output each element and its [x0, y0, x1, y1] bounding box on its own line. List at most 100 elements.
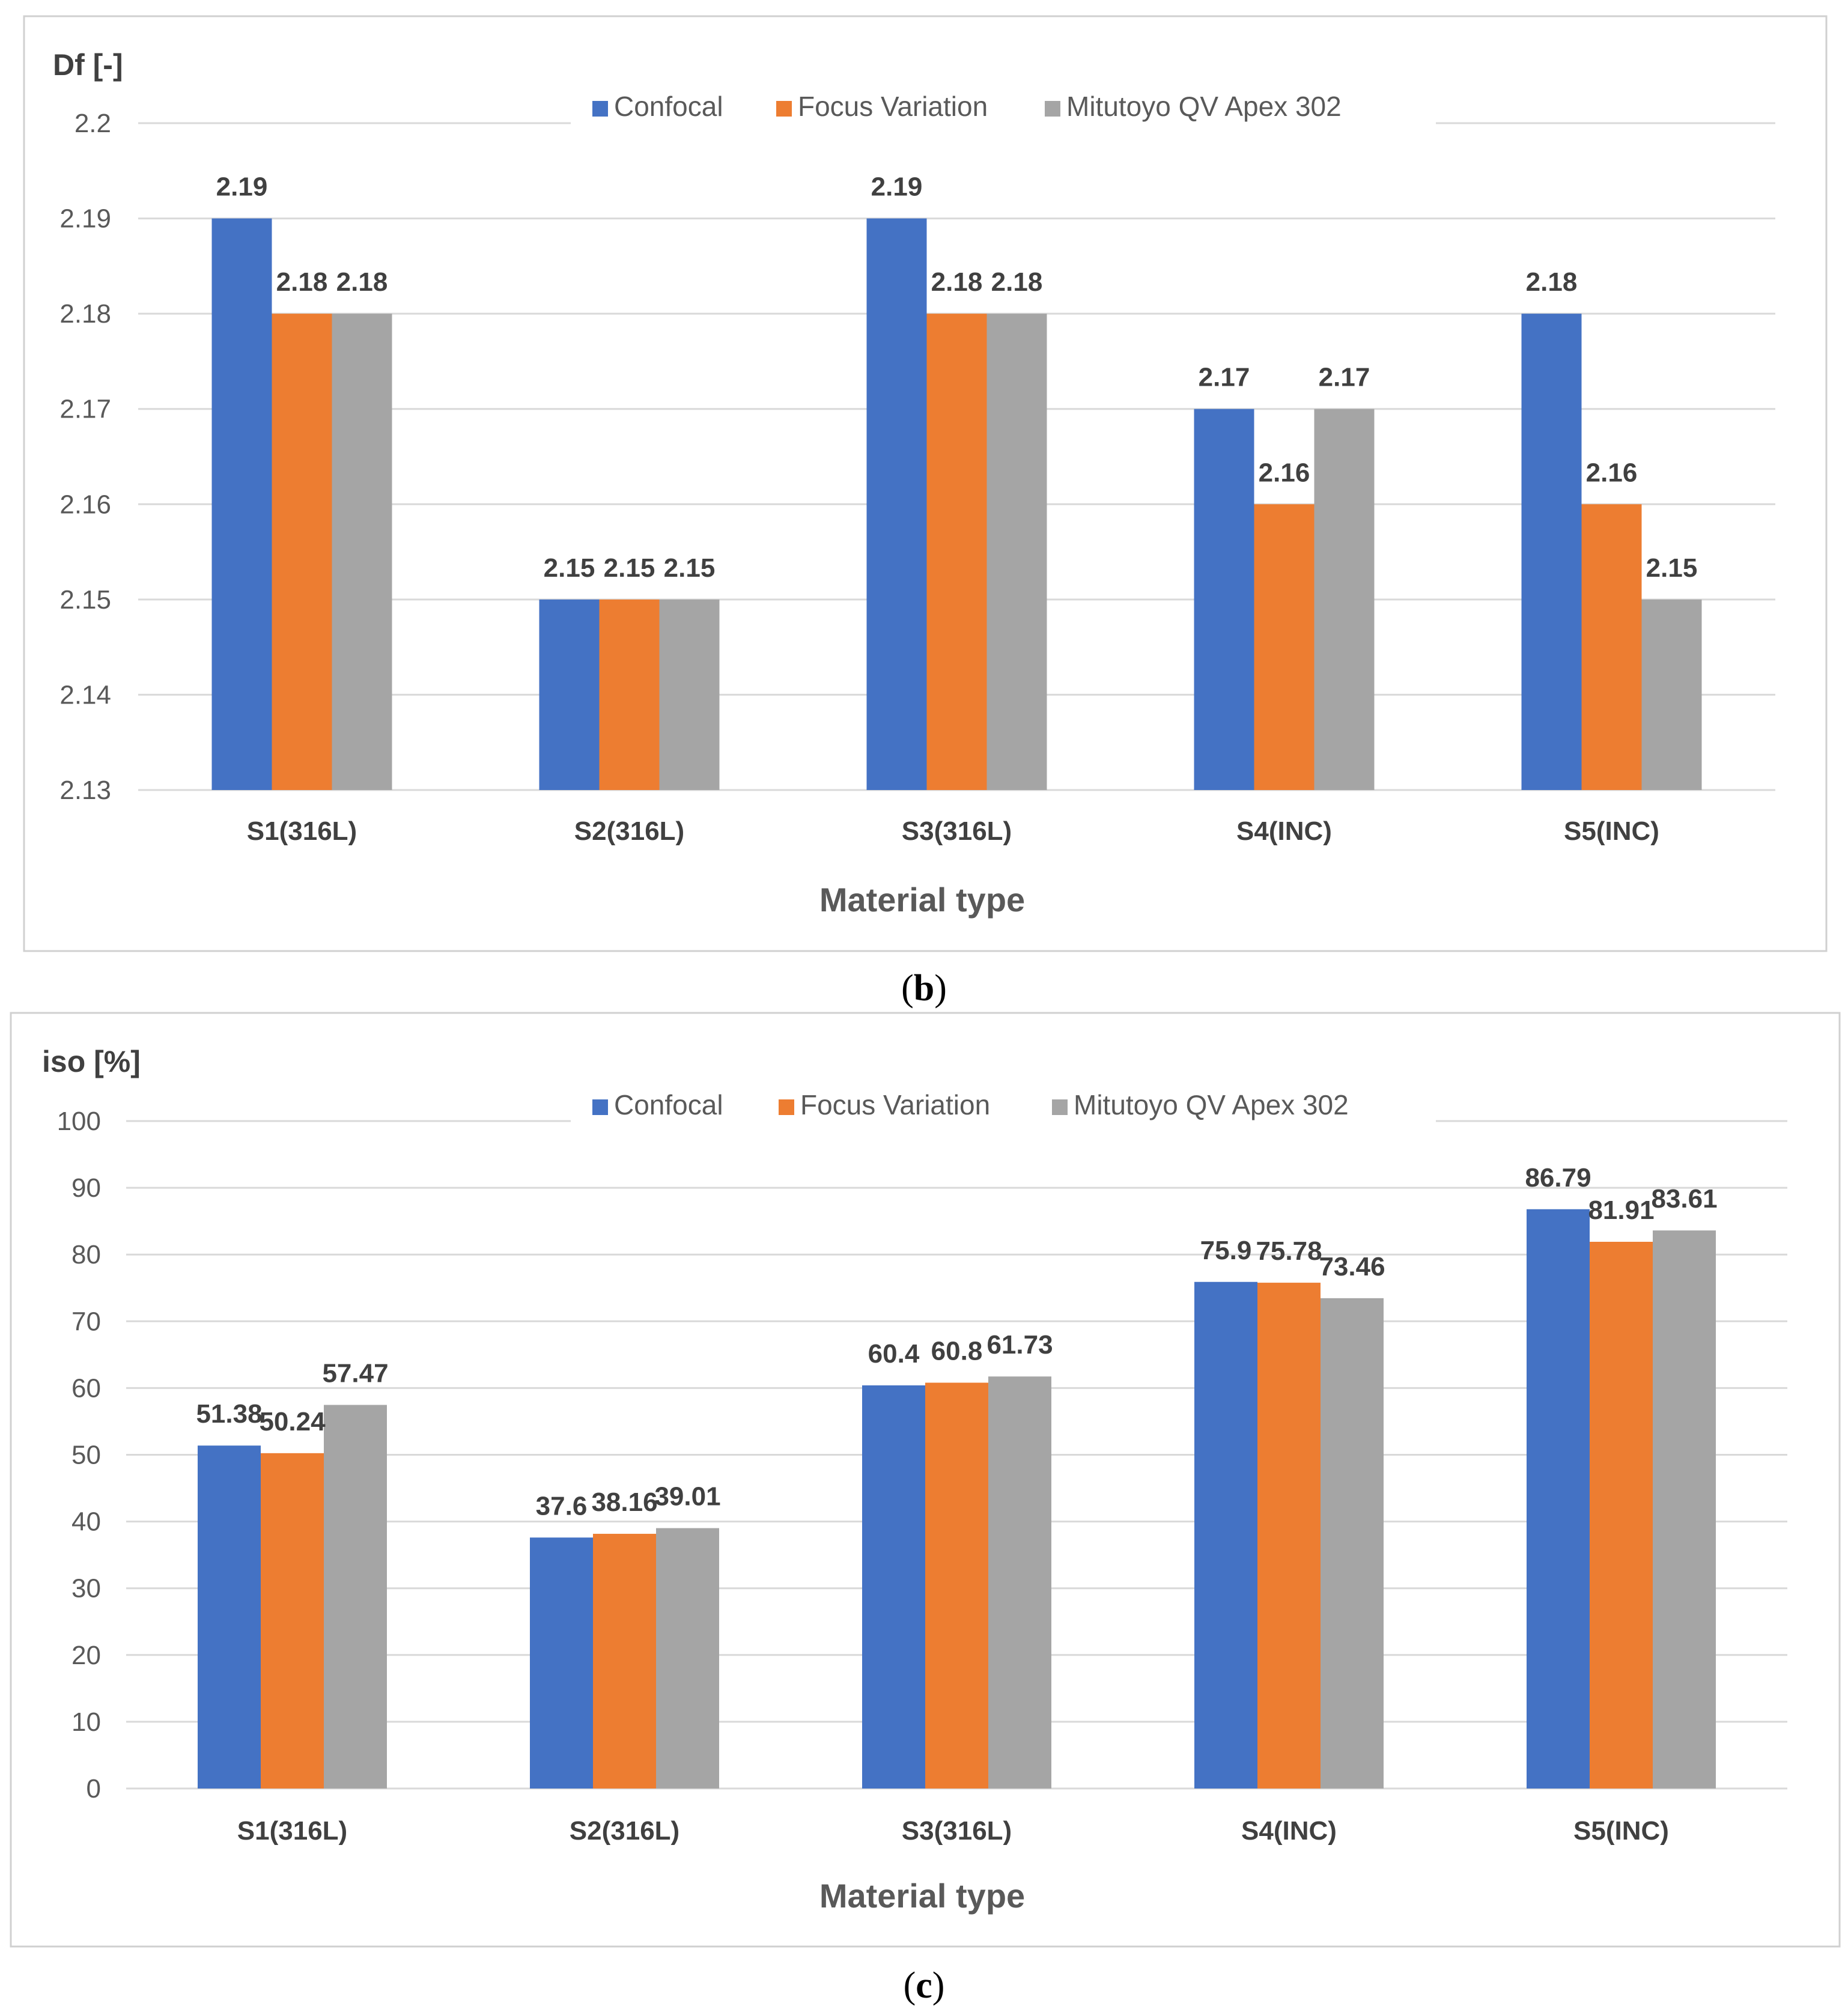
panel-b-bar	[332, 314, 392, 790]
panel-c-legend-label: Focus Variation	[800, 1089, 990, 1120]
panel-c-data-label: 86.79	[1525, 1163, 1591, 1193]
panel-c-legend-label: Mitutoyo QV Apex 302	[1074, 1089, 1349, 1120]
panel-b-legend-swatch	[776, 101, 792, 117]
panel-c-data-label: 75.9	[1200, 1236, 1252, 1265]
panel-b-x-tick-label: S1(316L)	[247, 816, 357, 846]
panel-b-data-label: 2.17	[1199, 363, 1250, 392]
panel-b-x-axis-label: Material type	[819, 881, 1025, 919]
panel-b-y-tick-label: 2.16	[59, 490, 111, 519]
panel-c-x-tick-label: S1(316L)	[237, 1816, 347, 1846]
panel-c-data-label: 73.46	[1319, 1252, 1385, 1281]
panel-b-legend: Confocal Focus Variation Mitutoyo QV Apex …	[571, 91, 1436, 147]
panel-c-data-label: 61.73	[986, 1330, 1053, 1360]
panel-b-data-label: 2.15	[1646, 553, 1698, 583]
panel-c-data-label: 83.61	[1651, 1184, 1717, 1214]
panel-b-bar	[1314, 409, 1375, 790]
panel-b-legend-swatch	[592, 101, 608, 117]
panel-c-y-tick-label: 40	[71, 1507, 101, 1537]
panel-b-bar	[1194, 409, 1254, 790]
panel-c-y-tick-label: 80	[71, 1240, 101, 1269]
panel-c-bar	[324, 1405, 387, 1789]
panel-b: 2.13 2.14 2.15 2.16 2.17 2.18 2.19 2.2 2.19 2.18…	[23, 15, 1828, 952]
panel-b-legend-label: Focus Variation	[798, 91, 988, 122]
panel-c-bar	[1194, 1281, 1257, 1789]
panel-c-data-label: 38.16	[591, 1488, 657, 1517]
panel-c-legend-background	[571, 1097, 1436, 1145]
panel-c-x-tick-label: S3(316L)	[902, 1816, 1012, 1846]
panel-c-y-tick-label: 70	[71, 1307, 101, 1336]
panel-b-data-label: 2.18	[336, 267, 388, 297]
panel-b-y-tick-label: 2.15	[59, 585, 111, 615]
panel-b-bar	[1254, 504, 1315, 790]
panel-c-bar	[593, 1534, 656, 1789]
panel-c-legend-swatch	[592, 1099, 608, 1115]
panel-b-bars	[211, 218, 1702, 791]
panel-b-legend-background	[571, 99, 1436, 147]
panel-c-data-label: 60.4	[868, 1339, 920, 1369]
panel-b-caption-letter: b	[914, 968, 934, 1009]
panel-b-y-tick-label: 2.18	[59, 299, 111, 329]
panel-c-data-label: 60.8	[931, 1337, 983, 1366]
panel-c-bar	[530, 1537, 593, 1789]
panel-c-bar	[1653, 1230, 1716, 1789]
panel-b-x-ticks: S1(316L) S2(316L) S3(316L) S4(INC) S5(INC)	[247, 816, 1659, 846]
panel-b-legend-label: Confocal	[614, 91, 723, 122]
panel-c-data-label: 39.01	[654, 1482, 720, 1512]
panel-b-bar	[986, 314, 1047, 790]
panel-b-bar	[599, 599, 660, 790]
panel-b-bar	[659, 599, 720, 790]
panel-c-y-tick-label: 0	[87, 1774, 101, 1804]
panel-b-data-label: 2.18	[276, 267, 328, 297]
panel-b-data-label: 2.15	[544, 553, 595, 583]
panel-b-data-label: 2.18	[1526, 267, 1578, 297]
panel-c-caption: (c)	[904, 1965, 945, 2006]
panel-c-bar	[988, 1376, 1051, 1789]
panel-c-data-label: 75.78	[1256, 1236, 1322, 1266]
panel-b-legend-swatch	[1045, 101, 1060, 117]
panel-c-data-label: 51.38	[196, 1399, 262, 1429]
panel-c-y-tick-label: 10	[71, 1707, 101, 1737]
panel-c-bar	[1257, 1283, 1321, 1789]
panel-c-data-label: 37.6	[536, 1491, 588, 1521]
panel-b-y-tick-label: 2.17	[59, 395, 111, 424]
panel-c-x-axis-label: Material type	[819, 1877, 1025, 1915]
panel-b-y-tick-label: 2.14	[59, 680, 111, 710]
panel-c-y-tick-label: 20	[71, 1641, 101, 1670]
panel-b-x-tick-label: S2(316L)	[574, 816, 684, 846]
panel-c-legend-swatch	[1052, 1099, 1068, 1115]
panel-b-y-tick-label: 2.13	[59, 776, 111, 805]
panel-c-bar	[261, 1453, 324, 1789]
panel-c-bar	[1590, 1241, 1653, 1789]
panel-b-data-label: 2.19	[216, 172, 268, 202]
panel-b-data-label: 2.17	[1319, 363, 1370, 392]
panel-b-bar	[1521, 314, 1582, 790]
panel-c-bar	[1321, 1298, 1384, 1789]
panel-b-bar	[1581, 504, 1642, 790]
panel-c-bar	[198, 1445, 261, 1789]
panel-c-y-tick-label: 60	[71, 1373, 101, 1403]
panel-b-y-axis-label: Df [-]	[53, 48, 123, 82]
panel-b-bar	[926, 314, 987, 790]
panel-c-legend-swatch	[779, 1099, 794, 1115]
panel-b-data-label: 2.18	[991, 267, 1043, 297]
panel-b-x-tick-label: S3(316L)	[902, 816, 1012, 846]
panel-c-y-tick-label: 50	[71, 1441, 101, 1470]
panel-c-legend-label: Confocal	[614, 1089, 723, 1120]
panel-c-x-tick-label: S5(INC)	[1573, 1816, 1669, 1846]
panel-c-bar	[925, 1382, 988, 1789]
panel-b-data-label: 2.16	[1259, 458, 1310, 487]
panel-b-data-label: 2.15	[664, 553, 716, 583]
panel-b-data-label: 2.19	[871, 172, 923, 202]
panel-b-bar	[211, 218, 272, 791]
panel-c-bar	[1527, 1209, 1590, 1789]
panel-b-bar	[272, 314, 332, 790]
panel-b-data-label: 2.16	[1586, 458, 1638, 487]
panel-c-y-tick-label: 90	[71, 1173, 101, 1203]
panel-c-data-label: 57.47	[322, 1359, 388, 1388]
panel-b-data-label: 2.18	[931, 267, 983, 297]
panel-c-y-tick-label: 30	[71, 1574, 101, 1603]
panel-b-y-tick-label: 2.2	[74, 109, 111, 138]
panel-c-data-label: 81.91	[1588, 1196, 1654, 1225]
panel-b-y-tick-label: 2.19	[59, 204, 111, 234]
